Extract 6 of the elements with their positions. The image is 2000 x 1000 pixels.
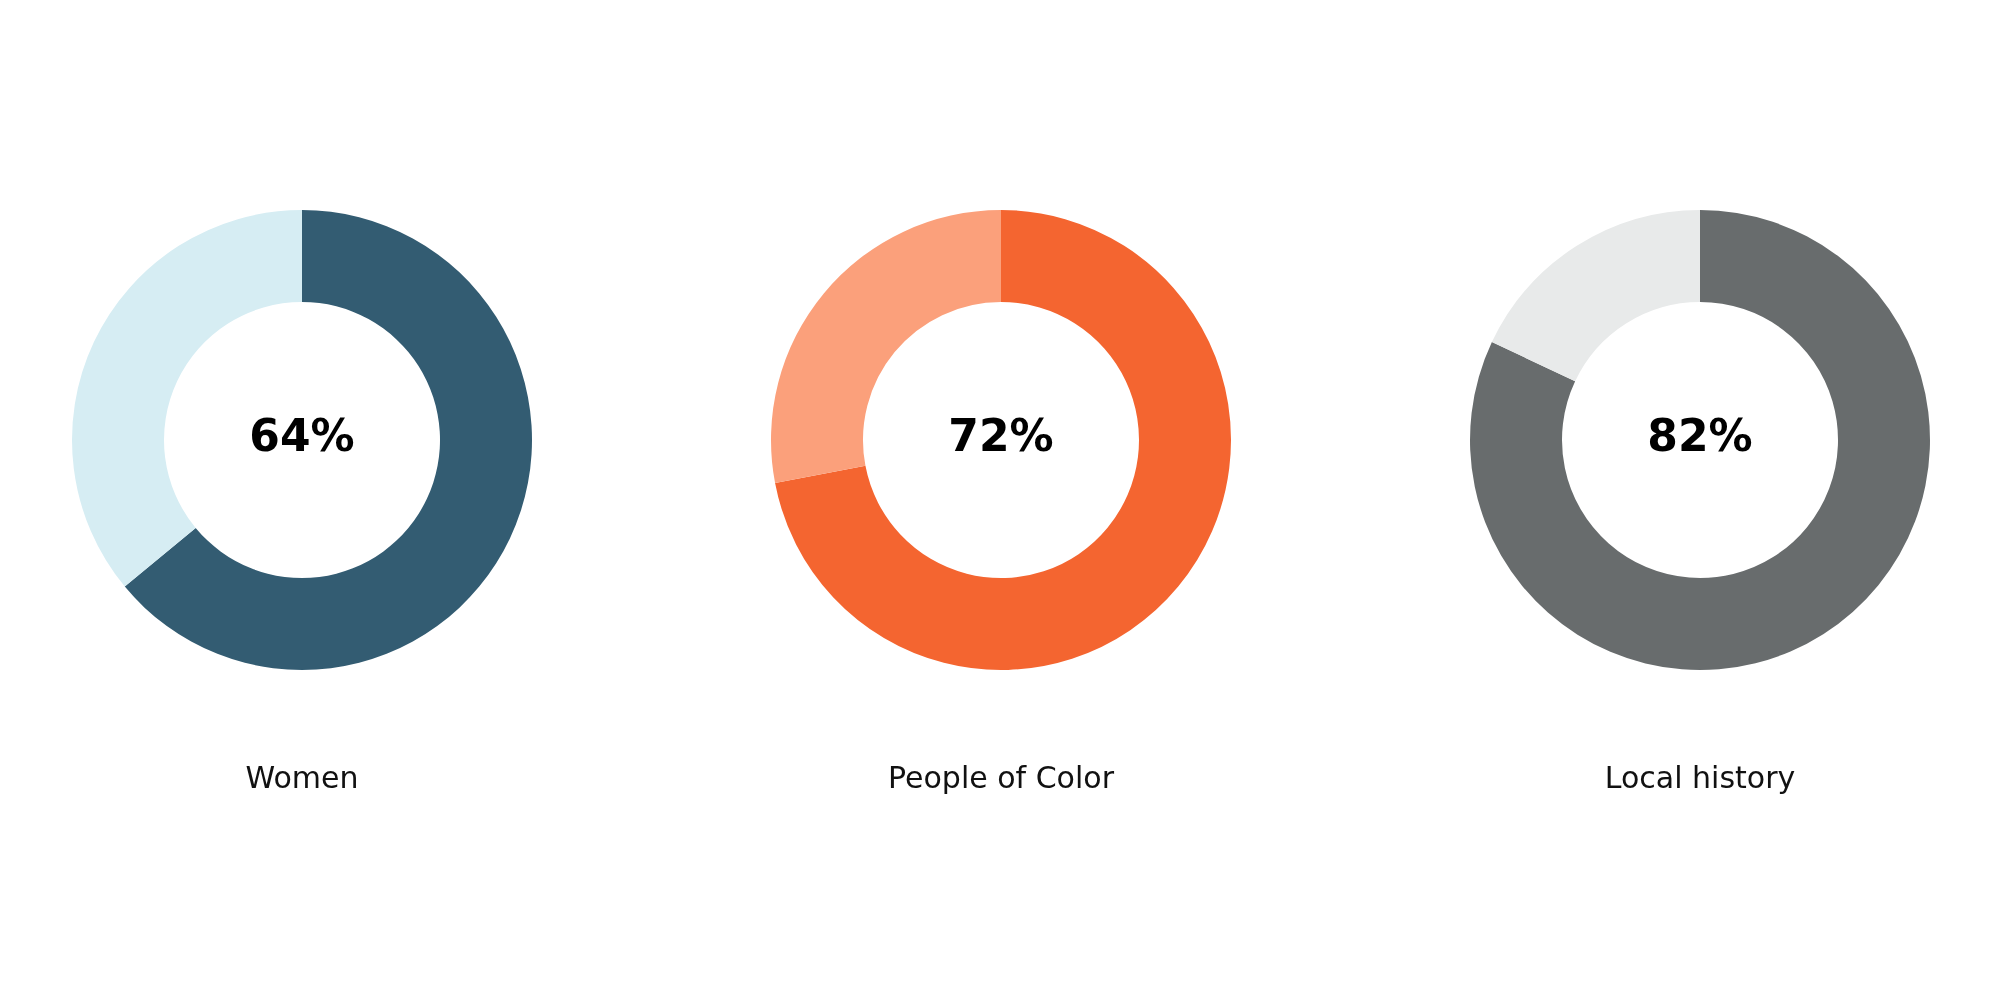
data-label: 72% xyxy=(948,410,1054,462)
text: Women xyxy=(245,759,359,795)
text: Local history xyxy=(1604,759,1796,795)
data-label: 64% xyxy=(249,410,355,462)
data-label: 82% xyxy=(1647,410,1753,462)
text: People of Color xyxy=(888,759,1115,795)
